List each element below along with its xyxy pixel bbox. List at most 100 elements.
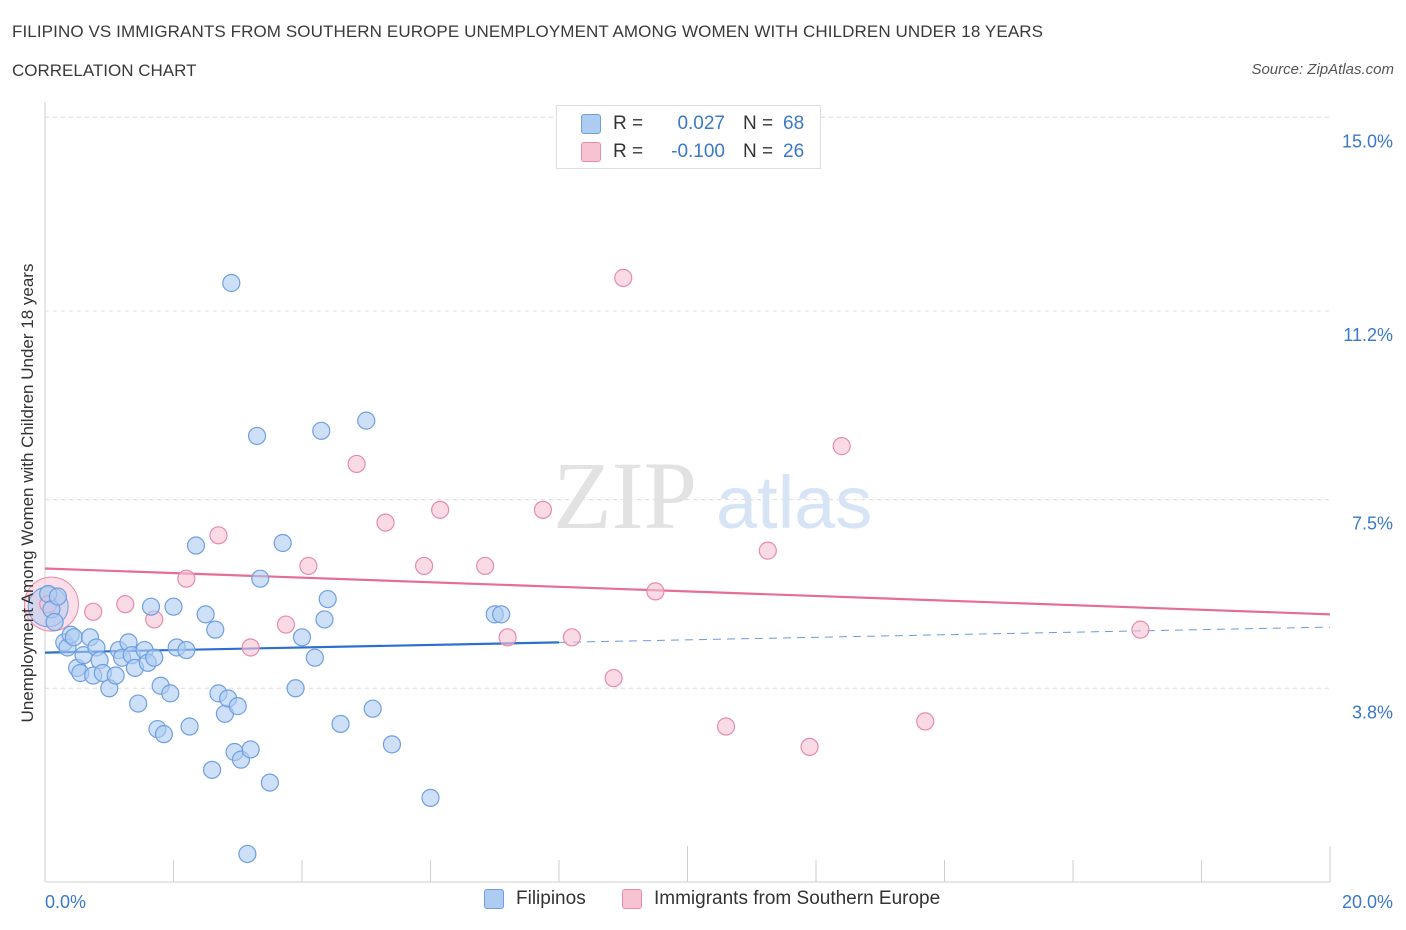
filipinos-point (106, 666, 125, 685)
filipinos-point (315, 610, 334, 629)
filipinos-point (382, 735, 402, 754)
n-label: N = (743, 113, 774, 134)
filipinos-point (247, 426, 267, 446)
southern-europe-point (498, 628, 517, 647)
southern-europe-point (276, 615, 296, 634)
southern-europe-point (758, 541, 777, 560)
filipinos-point (260, 773, 279, 792)
watermark-atlas: atlas (716, 461, 872, 544)
filipinos-point (305, 648, 324, 667)
southern-europe-point (604, 668, 623, 688)
r-value: 0.027 (677, 113, 725, 134)
filipinos-point (251, 569, 270, 588)
southern-europe-point (177, 569, 196, 588)
southern-europe-point (376, 513, 395, 532)
southern-europe-point (646, 582, 665, 601)
stats-row-filipinos: R = 0.027 N = 68 (581, 111, 804, 137)
filipinos-point (292, 628, 312, 647)
gridlines (45, 116, 1330, 689)
filipinos-point (222, 273, 241, 293)
y-tick-label: 3.8% (1352, 702, 1393, 722)
r-label: R = (613, 141, 644, 162)
filipinos-point (228, 697, 247, 716)
southern-europe-point (800, 737, 819, 757)
filipinos-point (492, 605, 511, 624)
n-value: 68 (783, 113, 805, 134)
filipinos-point (312, 421, 331, 440)
filipinos-point (186, 536, 206, 555)
southern-europe-point (716, 717, 736, 736)
filipinos-point (141, 597, 161, 616)
y-tick-label: 11.2% (1343, 325, 1393, 345)
southern-europe-point (832, 437, 851, 456)
southern-europe-point (84, 602, 103, 621)
southern-europe-trendline (44, 567, 1331, 616)
filipinos-point (180, 717, 199, 736)
filipinos-swatch (581, 114, 601, 134)
filipinos-point (161, 684, 180, 703)
legend-label: Filipinos (516, 888, 586, 909)
southern-europe-point (414, 556, 434, 576)
n-label: N = (743, 141, 774, 162)
filipinos-point (238, 844, 257, 864)
stats-row-southern-europe: R = -0.100 N = 26 (581, 139, 804, 165)
chart-subtitle: CORRELATION CHART (12, 61, 197, 80)
filipinos-point (357, 411, 376, 430)
filipinos-point (318, 589, 337, 609)
filipinos-point (129, 694, 148, 713)
filipinos-point (273, 533, 292, 553)
series-legend: Filipinos Immigrants from Southern Europ… (0, 888, 1406, 916)
filipinos-point (154, 725, 173, 744)
filipinos-point (48, 587, 67, 606)
southern-europe-swatch (622, 889, 642, 909)
source-note: Source: ZipAtlas.com (1251, 61, 1394, 78)
x-tick-label: 0.0% (45, 892, 86, 912)
southern-europe-point (299, 556, 318, 576)
southern-europe-point (241, 638, 260, 657)
x-tick-label: 20.0% (1342, 892, 1393, 912)
southern-europe-point (1131, 620, 1150, 639)
filipinos-point (202, 760, 222, 779)
southern-europe-point (431, 500, 450, 519)
chart-title: FILIPINO VS IMMIGRANTS FROM SOUTHERN EUR… (12, 22, 1044, 41)
filipinos-point (241, 740, 260, 759)
southern-europe-point (614, 268, 633, 287)
filipinos-point (64, 628, 84, 647)
filipinos-swatch (484, 889, 504, 909)
legend-label: Immigrants from Southern Europe (654, 888, 941, 909)
southern-europe-point (347, 454, 366, 474)
r-value: -0.100 (671, 141, 725, 162)
southern-europe-point (562, 628, 581, 647)
southern-europe-point (476, 556, 495, 576)
filipinos-point (145, 648, 164, 667)
filipinos-point (206, 620, 225, 639)
southern-europe-swatch (581, 142, 601, 162)
y-axis-label: Unemployment Among Women with Children U… (18, 264, 37, 723)
axis-labels: 3.8% 7.5% 11.2% 15.0% 0.0% 20.0% (45, 131, 1393, 912)
filipinos-point (164, 597, 183, 616)
southern-europe-point (916, 712, 935, 731)
data-points (23, 268, 1150, 864)
southern-europe-point (533, 500, 553, 519)
y-tick-label: 7.5% (1352, 514, 1393, 534)
filipinos-point (331, 714, 350, 734)
r-label: R = (613, 113, 644, 134)
stats-legend: R = 0.027 N = 68 R = -0.100 N = 26 (556, 105, 821, 169)
watermark-zip: ZIP (553, 442, 697, 549)
filipinos-point (421, 788, 440, 807)
y-tick-label: 15.0% (1342, 131, 1393, 151)
axis-ticks (44, 846, 1331, 882)
filipinos-point (45, 612, 64, 632)
filipinos-trendline-extension (558, 626, 1331, 643)
filipinos-point (286, 679, 305, 698)
legend-item-filipinos[interactable]: Filipinos (484, 888, 586, 910)
southern-europe-point (116, 595, 135, 614)
filipinos-point (196, 605, 215, 624)
filipinos-point (363, 699, 382, 718)
trendlines (44, 567, 1331, 654)
southern-europe-point (209, 526, 228, 545)
n-value: 26 (783, 141, 805, 162)
legend-item-southern-europe[interactable]: Immigrants from Southern Europe (622, 888, 940, 910)
filipinos-point (177, 640, 196, 660)
